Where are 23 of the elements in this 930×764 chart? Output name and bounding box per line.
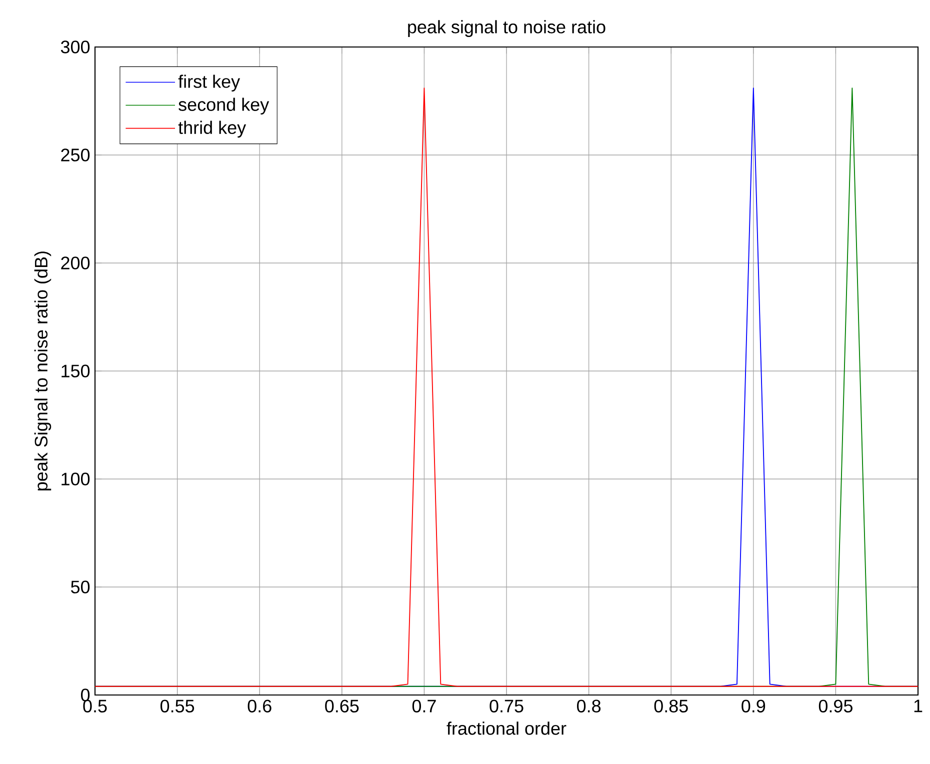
legend-label: thrid key [178,120,246,138]
x-tick-label: 0.55 [160,700,194,712]
y-tick-label: 100 [62,472,90,486]
legend-label: second key [178,98,270,115]
x-tick-label: 0.95 [818,700,852,712]
chart-title: peak signal to noise ratio [408,20,606,37]
x-tick-label: 0.85 [654,700,688,712]
x-tick-label: 0.5 [83,700,107,712]
legend-label: first key [178,74,240,92]
x-tick-label: 0.8 [577,700,601,712]
x-tick-label: 0.75 [490,700,524,712]
x-tick-label: 0.65 [325,700,359,712]
x-tick-label: 1 [914,700,922,712]
x-tick-label: 0.7 [412,700,436,712]
y-tick-label: 150 [62,364,90,378]
y-axis-title: peak Signal to noise ratio (dB) [34,252,52,490]
y-tick-label: 300 [60,40,90,54]
x-tick-label: 0.6 [248,700,272,712]
y-tick-label: 50 [70,580,90,594]
y-tick-label: 200 [61,256,90,270]
y-tick-label: 250 [61,148,90,162]
x-tick-label: 0.9 [742,700,766,712]
x-axis-title: fractional order [446,722,566,735]
